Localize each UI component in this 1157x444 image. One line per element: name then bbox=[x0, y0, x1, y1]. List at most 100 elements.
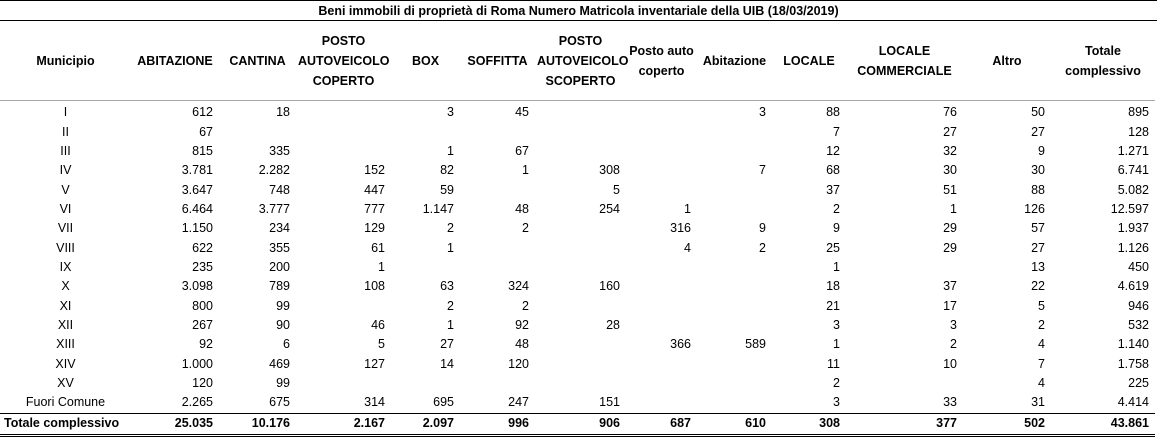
table-cell[interactable] bbox=[626, 142, 697, 161]
table-cell[interactable] bbox=[626, 393, 697, 413]
table-cell[interactable] bbox=[697, 180, 772, 199]
table-cell[interactable]: 151 bbox=[599, 395, 620, 410]
table-cell[interactable]: 675 bbox=[269, 395, 290, 410]
table-cell[interactable] bbox=[460, 122, 535, 141]
col-header-box[interactable]: BOX bbox=[391, 21, 460, 101]
table-cell[interactable] bbox=[535, 335, 626, 354]
col-header-municipio[interactable]: Municipio bbox=[0, 21, 131, 101]
total-label-cell[interactable]: Totale complessivo bbox=[0, 412, 131, 437]
table-cell[interactable]: 5 bbox=[613, 182, 620, 197]
table-cell[interactable]: 90 bbox=[276, 317, 290, 332]
table-cell[interactable]: 469 bbox=[269, 356, 290, 371]
municipio-cell[interactable]: Fuori Comune bbox=[25, 395, 106, 410]
table-cell[interactable]: 7 bbox=[833, 124, 840, 139]
table-cell[interactable] bbox=[626, 354, 697, 373]
table-cell[interactable]: 48 bbox=[515, 337, 529, 352]
table-cell[interactable]: 2 bbox=[759, 240, 766, 255]
table-cell[interactable]: 622 bbox=[192, 240, 213, 255]
table-cell[interactable]: 234 bbox=[269, 221, 290, 236]
table-cell[interactable]: 128 bbox=[1128, 124, 1149, 139]
table-cell[interactable]: 247 bbox=[508, 395, 529, 410]
table-cell[interactable] bbox=[697, 374, 772, 393]
col-header-abitazione-2[interactable]: Abitazione bbox=[697, 21, 772, 101]
table-cell[interactable]: 777 bbox=[364, 201, 385, 216]
table-cell[interactable]: 67 bbox=[199, 124, 213, 139]
table-cell[interactable]: 1 bbox=[522, 163, 529, 178]
table-cell[interactable]: 152 bbox=[364, 163, 385, 178]
table-cell[interactable]: 225 bbox=[1128, 375, 1149, 390]
table-cell[interactable] bbox=[697, 316, 772, 335]
table-cell[interactable] bbox=[460, 238, 535, 257]
table-cell[interactable]: 3.781 bbox=[181, 163, 213, 178]
table-cell[interactable]: 32 bbox=[943, 143, 957, 158]
table-cell[interactable]: 27 bbox=[943, 124, 957, 139]
table-cell[interactable]: 61 bbox=[371, 240, 385, 255]
table-cell[interactable]: 2 bbox=[833, 375, 840, 390]
table-cell[interactable]: 18 bbox=[276, 105, 290, 120]
col-header-posto-autoveicolo-scoperto[interactable]: POSTO AUTOVEICOLO SCOPERTO bbox=[535, 21, 628, 101]
table-cell[interactable]: 1 bbox=[447, 143, 454, 158]
table-cell[interactable]: 1 bbox=[447, 240, 454, 255]
table-cell[interactable]: 308 bbox=[599, 163, 620, 178]
table-cell[interactable]: 3.647 bbox=[181, 182, 213, 197]
table-cell[interactable] bbox=[697, 258, 772, 277]
table-cell[interactable]: 13 bbox=[1031, 259, 1045, 274]
table-cell[interactable] bbox=[626, 180, 697, 199]
table-cell[interactable] bbox=[846, 258, 963, 277]
municipio-cell[interactable]: XI bbox=[59, 298, 72, 313]
table-cell[interactable]: 4.619 bbox=[1117, 279, 1149, 294]
table-cell[interactable]: 127 bbox=[364, 356, 385, 371]
table-cell[interactable]: 29 bbox=[943, 221, 957, 236]
table-cell[interactable] bbox=[296, 101, 391, 123]
table-cell[interactable]: 68 bbox=[826, 163, 840, 178]
table-cell[interactable] bbox=[296, 374, 391, 393]
municipio-cell[interactable]: VI bbox=[59, 201, 72, 216]
table-cell[interactable]: 695 bbox=[433, 395, 454, 410]
col-header-posto-autoveicolo-coperto[interactable]: POSTO AUTOVEICOLO COPERTO bbox=[296, 21, 391, 101]
table-cell[interactable]: 1 bbox=[833, 259, 840, 274]
table-cell[interactable]: 789 bbox=[269, 279, 290, 294]
table-cell[interactable]: 27 bbox=[1031, 240, 1045, 255]
municipio-cell[interactable]: IV bbox=[59, 163, 72, 178]
table-cell[interactable]: 27 bbox=[440, 337, 454, 352]
table-cell[interactable] bbox=[460, 374, 535, 393]
col-header-abitazione[interactable]: ABITAZIONE bbox=[131, 21, 219, 101]
table-cell[interactable] bbox=[697, 393, 772, 413]
table-cell[interactable] bbox=[626, 258, 697, 277]
table-cell[interactable]: 4 bbox=[684, 240, 691, 255]
table-cell[interactable]: 30 bbox=[943, 163, 957, 178]
table-cell[interactable]: 2.265 bbox=[181, 395, 213, 410]
table-cell[interactable]: 108 bbox=[364, 279, 385, 294]
table-cell[interactable]: 2 bbox=[1038, 317, 1045, 332]
col-header-locale-commerciale[interactable]: LOCALE COMMERCIALE bbox=[846, 21, 963, 101]
table-cell[interactable]: 200 bbox=[269, 259, 290, 274]
table-cell[interactable]: 1 bbox=[684, 201, 691, 216]
table-cell[interactable] bbox=[535, 296, 626, 315]
col-header-soffitta[interactable]: SOFFITTA bbox=[460, 21, 535, 101]
table-cell[interactable] bbox=[391, 122, 460, 141]
table-cell[interactable]: 160 bbox=[599, 279, 620, 294]
table-cell[interactable]: 17 bbox=[943, 298, 957, 313]
municipio-cell[interactable]: X bbox=[61, 279, 70, 294]
table-cell[interactable] bbox=[391, 374, 460, 393]
table-cell[interactable]: 33 bbox=[943, 395, 957, 410]
table-cell[interactable]: 1 bbox=[378, 259, 385, 274]
col-header-locale[interactable]: LOCALE bbox=[772, 21, 846, 101]
table-cell[interactable]: 267 bbox=[192, 317, 213, 332]
table-cell[interactable]: 82 bbox=[440, 163, 454, 178]
col-header-cantina[interactable]: CANTINA bbox=[219, 21, 296, 101]
table-cell[interactable]: 254 bbox=[599, 201, 620, 216]
municipio-cell[interactable]: II bbox=[62, 124, 69, 139]
municipio-cell[interactable]: III bbox=[60, 143, 71, 158]
table-cell[interactable]: 46 bbox=[371, 317, 385, 332]
table-cell[interactable]: 88 bbox=[1031, 182, 1045, 197]
total-cell[interactable]: 906 bbox=[535, 412, 626, 437]
table-cell[interactable]: 22 bbox=[1031, 279, 1045, 294]
table-cell[interactable]: 59 bbox=[440, 182, 454, 197]
table-cell[interactable]: 3 bbox=[950, 317, 957, 332]
table-cell[interactable] bbox=[697, 354, 772, 373]
col-header-altro[interactable]: Altro bbox=[963, 21, 1051, 101]
table-cell[interactable]: 5 bbox=[1038, 298, 1045, 313]
table-cell[interactable]: 1.271 bbox=[1117, 143, 1149, 158]
table-cell[interactable] bbox=[296, 296, 391, 315]
